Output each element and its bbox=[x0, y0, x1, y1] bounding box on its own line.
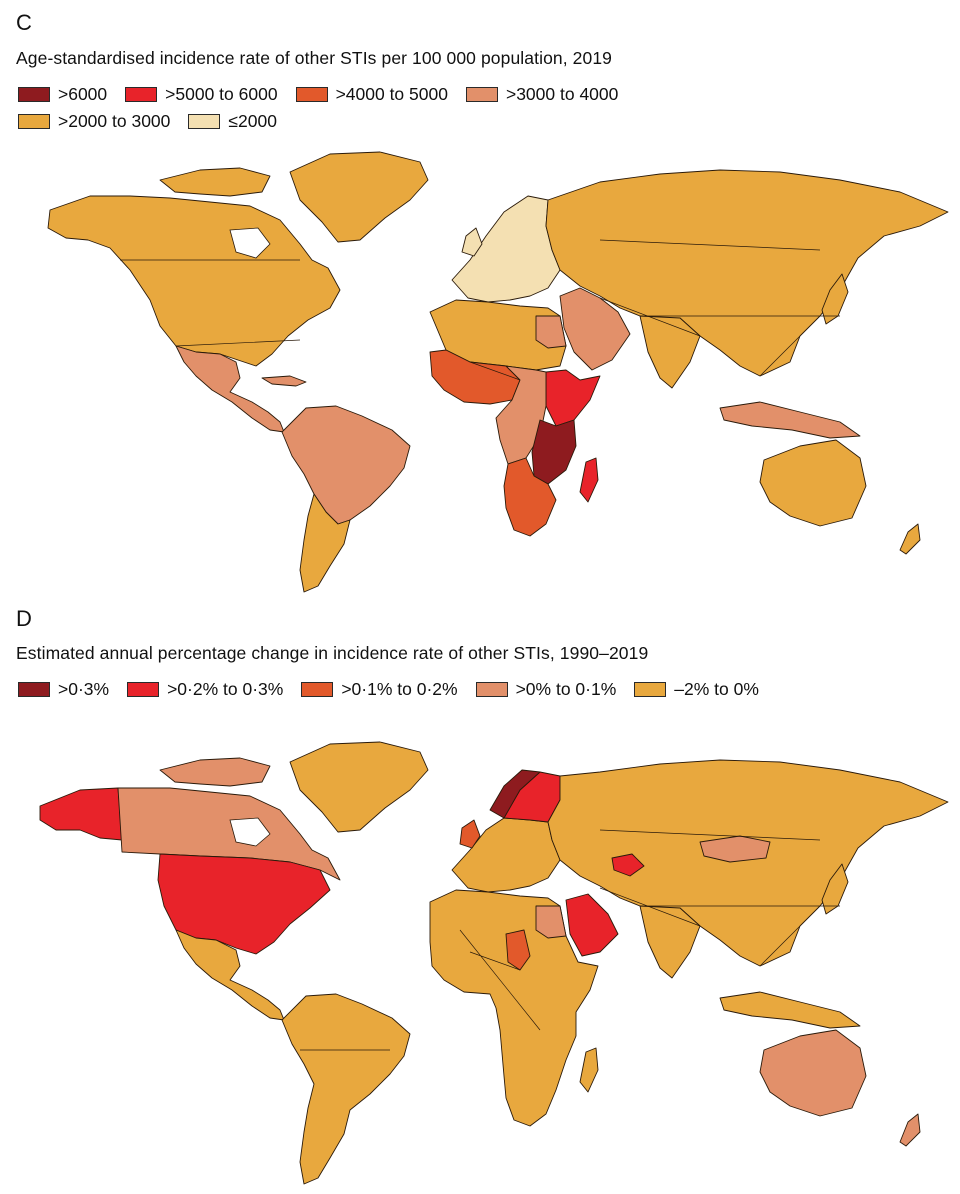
new-zealand bbox=[899, 1113, 921, 1147]
legend-swatch bbox=[301, 682, 334, 697]
south-america bbox=[281, 405, 411, 525]
southern-cone bbox=[299, 493, 351, 593]
legend-swatch bbox=[125, 87, 158, 102]
egypt bbox=[535, 905, 567, 939]
panel-c-legend-row-1: >6000 >5000 to 6000 >4000 to 5000 >3000 … bbox=[18, 84, 618, 105]
panel-c-legend-row-2: >2000 to 3000 ≤2000 bbox=[18, 111, 277, 132]
legend-label: >2000 to 3000 bbox=[58, 111, 171, 131]
legend-item-c2: >4000 to 5000 bbox=[295, 84, 448, 105]
australia bbox=[759, 1029, 867, 1117]
panel-d: D Estimated annual percentage change in … bbox=[0, 600, 960, 1194]
norway bbox=[489, 769, 541, 819]
legend-label: >0% to 0·1% bbox=[515, 679, 617, 699]
panel-c-letter: C bbox=[16, 10, 32, 35]
legend-item-d4: –2% to 0% bbox=[634, 679, 759, 700]
east-africa bbox=[531, 419, 577, 485]
alaska bbox=[39, 787, 123, 841]
australia bbox=[759, 439, 867, 527]
greenland bbox=[289, 741, 429, 833]
legend-label: >0·2% to 0·3% bbox=[167, 679, 284, 699]
legend-label: –2% to 0% bbox=[674, 679, 759, 699]
legend-item-c5: ≤2000 bbox=[188, 111, 277, 132]
india bbox=[639, 905, 701, 979]
legend-swatch bbox=[18, 114, 50, 129]
legend-label: >0·3% bbox=[58, 679, 110, 699]
legend-item-d3: >0% to 0·1% bbox=[475, 679, 617, 700]
panel-d-legend-row: >0·3% >0·2% to 0·3% >0·1% to 0·2% >0% to… bbox=[18, 679, 759, 700]
legend-swatch bbox=[18, 87, 50, 102]
legend-label: >6000 bbox=[58, 84, 108, 104]
legend-item-d2: >0·1% to 0·2% bbox=[301, 679, 458, 700]
world-map-c bbox=[47, 151, 949, 593]
middle-east bbox=[559, 287, 631, 371]
legend-item-d0: >0·3% bbox=[18, 679, 109, 700]
madagascar bbox=[579, 1047, 599, 1093]
turkmenistan bbox=[611, 853, 645, 877]
mexico-central-america bbox=[175, 929, 285, 1021]
legend-swatch bbox=[127, 682, 160, 697]
legend-label: >4000 to 5000 bbox=[335, 84, 448, 104]
legend-label: >0·1% to 0·2% bbox=[341, 679, 458, 699]
chad bbox=[505, 929, 531, 971]
egypt bbox=[535, 315, 567, 349]
legend-item-d1: >0·2% to 0·3% bbox=[127, 679, 283, 700]
legend-item-c1: >5000 to 6000 bbox=[125, 84, 278, 105]
russia-asia bbox=[545, 169, 949, 377]
panel-c-title: Age-standardised incidence rate of other… bbox=[16, 48, 612, 68]
panel-c: C Age-standardised incidence rate of oth… bbox=[16, 10, 949, 593]
russia-asia bbox=[547, 759, 949, 967]
legend-swatch bbox=[465, 87, 498, 102]
usa bbox=[157, 853, 331, 955]
legend-swatch bbox=[634, 682, 667, 697]
world-map-d bbox=[39, 741, 949, 1185]
india bbox=[639, 315, 701, 389]
legend-item-c3: >3000 to 4000 bbox=[465, 84, 619, 105]
legend-label: ≤2000 bbox=[228, 111, 277, 131]
legend-swatch bbox=[295, 87, 328, 102]
southeast-asia-islands bbox=[719, 991, 861, 1029]
arabian-peninsula bbox=[565, 893, 619, 957]
legend-label: >3000 to 4000 bbox=[505, 84, 619, 104]
caribbean bbox=[261, 375, 307, 387]
legend-swatch bbox=[475, 682, 508, 697]
panel-d-title: Estimated annual percentage change in in… bbox=[16, 643, 649, 663]
horn-of-africa bbox=[545, 369, 601, 427]
legend-item-c0: >6000 bbox=[18, 84, 107, 105]
africa bbox=[429, 889, 599, 1127]
legend-swatch bbox=[188, 114, 221, 129]
north-america bbox=[47, 195, 341, 367]
arctic-islands bbox=[159, 757, 271, 787]
new-zealand bbox=[899, 523, 921, 555]
legend-swatch bbox=[18, 682, 50, 697]
uk bbox=[459, 819, 481, 849]
southeast-asia-islands bbox=[719, 401, 861, 439]
south-america bbox=[281, 993, 411, 1185]
uk-iceland bbox=[461, 227, 483, 257]
madagascar bbox=[579, 457, 599, 503]
mexico-central-america bbox=[175, 345, 285, 433]
legend-item-c4: >2000 to 3000 bbox=[18, 111, 170, 132]
legend-label: >5000 to 6000 bbox=[165, 84, 278, 104]
greenland bbox=[289, 151, 429, 243]
arctic-islands bbox=[159, 167, 271, 197]
panel-d-letter: D bbox=[16, 606, 32, 631]
southern-africa bbox=[503, 457, 557, 537]
mongolia bbox=[699, 835, 771, 863]
